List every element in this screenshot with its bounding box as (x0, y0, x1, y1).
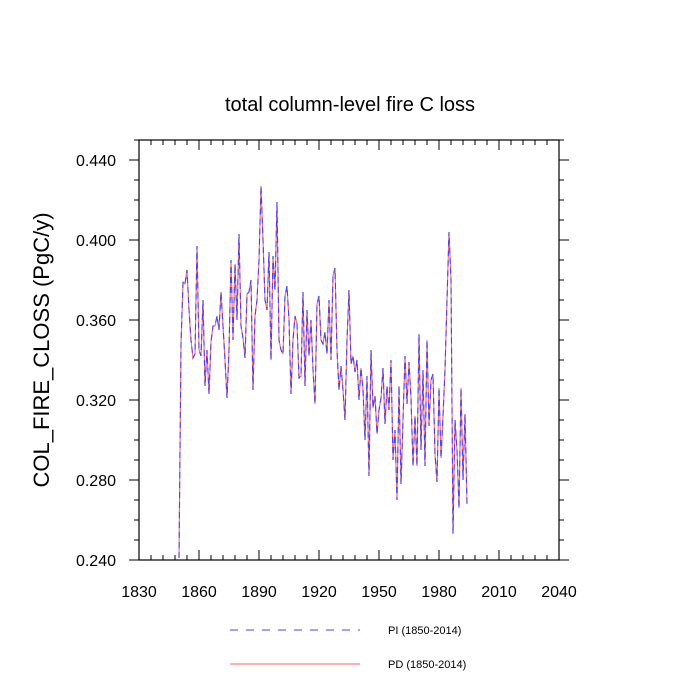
x-tick-label: 1860 (181, 584, 217, 601)
legend-pi-label: PI (1850-2014) (388, 625, 461, 637)
x-tick-label: 1890 (241, 584, 277, 601)
legend: PI (1850-2014) PD (1850-2014) (230, 625, 466, 671)
y-tick-label: 0.360 (76, 313, 116, 330)
x-tick-label: 2010 (481, 584, 517, 601)
x-tick-label: 1980 (421, 584, 457, 601)
y-tick-label: 0.400 (76, 233, 116, 250)
x-tick-label: 1830 (121, 584, 157, 601)
x-tick-label: 2040 (541, 584, 577, 601)
y-tick-label: 0.440 (76, 153, 116, 170)
data-series (178, 185, 468, 559)
y-tick-label: 0.240 (76, 553, 116, 570)
plot-frame (138, 139, 560, 561)
legend-pd-label: PD (1850-2014) (388, 659, 466, 671)
axis-ticks: 1830 1860 1890 1920 1950 1980 2010 2040 0.240 0.2… (76, 139, 577, 601)
series-pd-line (178, 185, 468, 559)
y-tick-label: 0.280 (76, 473, 116, 490)
y-axis-label: COL_FIRE_CLOSS (PgC/y) (29, 212, 54, 487)
series-pi-line (178, 185, 468, 559)
y-tick-label: 0.320 (76, 393, 116, 410)
x-tick-label: 1950 (361, 584, 397, 601)
chart-title: total column-level fire C loss (225, 94, 475, 116)
x-tick-label: 1920 (301, 584, 337, 601)
